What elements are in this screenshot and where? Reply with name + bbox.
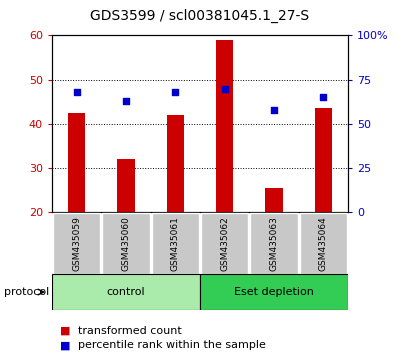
Bar bbox=[117, 159, 135, 212]
Text: control: control bbox=[107, 287, 145, 297]
Point bbox=[74, 89, 80, 95]
Bar bbox=[315, 108, 332, 212]
Bar bbox=[53, 213, 100, 274]
Bar bbox=[152, 213, 199, 274]
Bar bbox=[265, 188, 283, 212]
Text: GDS3599 / scl00381045.1_27-S: GDS3599 / scl00381045.1_27-S bbox=[90, 9, 310, 23]
Bar bbox=[250, 213, 298, 274]
Text: transformed count: transformed count bbox=[78, 326, 182, 336]
Bar bbox=[167, 115, 184, 212]
Point bbox=[320, 95, 326, 100]
Text: GSM435063: GSM435063 bbox=[270, 216, 278, 271]
Text: protocol: protocol bbox=[4, 287, 49, 297]
Bar bbox=[52, 274, 200, 310]
Text: GSM435059: GSM435059 bbox=[72, 216, 81, 271]
Point bbox=[222, 86, 228, 91]
Point bbox=[123, 98, 129, 104]
Text: GSM435064: GSM435064 bbox=[319, 216, 328, 271]
Text: GSM435061: GSM435061 bbox=[171, 216, 180, 271]
Text: GSM435060: GSM435060 bbox=[122, 216, 130, 271]
Text: Eset depletion: Eset depletion bbox=[234, 287, 314, 297]
Point bbox=[172, 89, 178, 95]
Bar bbox=[68, 113, 85, 212]
Bar bbox=[200, 274, 348, 310]
Text: percentile rank within the sample: percentile rank within the sample bbox=[78, 340, 266, 350]
Bar bbox=[216, 40, 233, 212]
Bar bbox=[201, 213, 248, 274]
Text: GSM435062: GSM435062 bbox=[220, 216, 229, 271]
Text: ■: ■ bbox=[60, 326, 70, 336]
Point bbox=[271, 107, 277, 113]
Text: ■: ■ bbox=[60, 340, 70, 350]
Bar bbox=[300, 213, 347, 274]
Bar bbox=[102, 213, 150, 274]
